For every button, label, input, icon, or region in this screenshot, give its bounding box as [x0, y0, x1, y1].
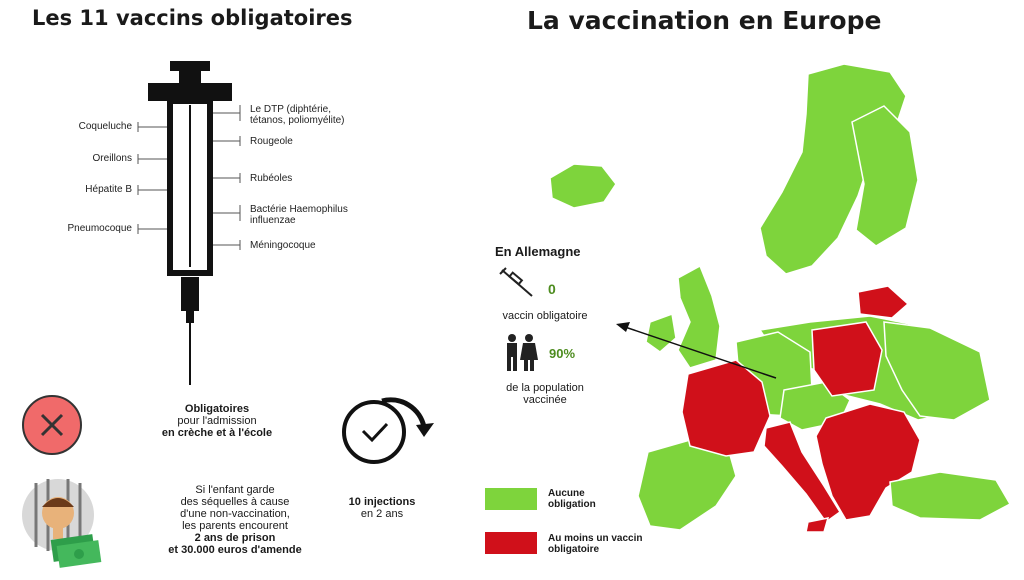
injections-text: 10 injections en 2 ans: [348, 496, 416, 520]
syringe-ticks: [137, 105, 241, 250]
legend-swatch-red: [485, 532, 537, 554]
europe-map: [549, 63, 1012, 533]
legend-label-green: Aucune obligation: [548, 488, 596, 510]
legend-swatch-green: [485, 488, 537, 510]
germany-percent: 90%: [549, 346, 576, 361]
germany-count: 0: [548, 281, 556, 297]
label-oreillons: Oreillons: [92, 153, 132, 164]
germany-heading: En Allemagne: [495, 244, 581, 259]
label-rougeole: Rougeole: [250, 136, 293, 147]
label-hepatite-b: Hépatite B: [85, 184, 132, 195]
germany-percent-label: de la population vaccinée: [506, 382, 584, 406]
right-title: La vaccination en Europe: [527, 6, 882, 35]
people-icon: [507, 334, 538, 371]
prohibited-icon: [22, 395, 82, 455]
legend-label-red: Au moins un vaccin obligatoire: [548, 533, 643, 555]
clock-icon: [342, 397, 434, 464]
syringe-small-icon: [499, 267, 533, 297]
penalty-text: Si l'enfant garde des séquelles à cause …: [168, 484, 302, 556]
label-dtp: Le DTP (diphtérie, tétanos, poliomyélite): [250, 104, 345, 126]
prisoner-fine-icon: [22, 479, 102, 568]
label-meningocoque: Méningocoque: [250, 240, 316, 251]
label-pneumocoque: Pneumocoque: [67, 223, 133, 234]
obligation-text: Obligatoires pour l'admission en crèche …: [161, 403, 273, 439]
label-coqueluche: Coqueluche: [78, 121, 132, 132]
label-haemophilus: Bactérie Haemophilus influenzae: [250, 204, 348, 226]
germany-count-label: vaccin obligatoire: [502, 310, 588, 322]
left-title: Les 11 vaccins obligatoires: [32, 6, 353, 30]
label-rubeoles: Rubéoles: [250, 173, 293, 184]
syringe-icon: [148, 61, 232, 385]
